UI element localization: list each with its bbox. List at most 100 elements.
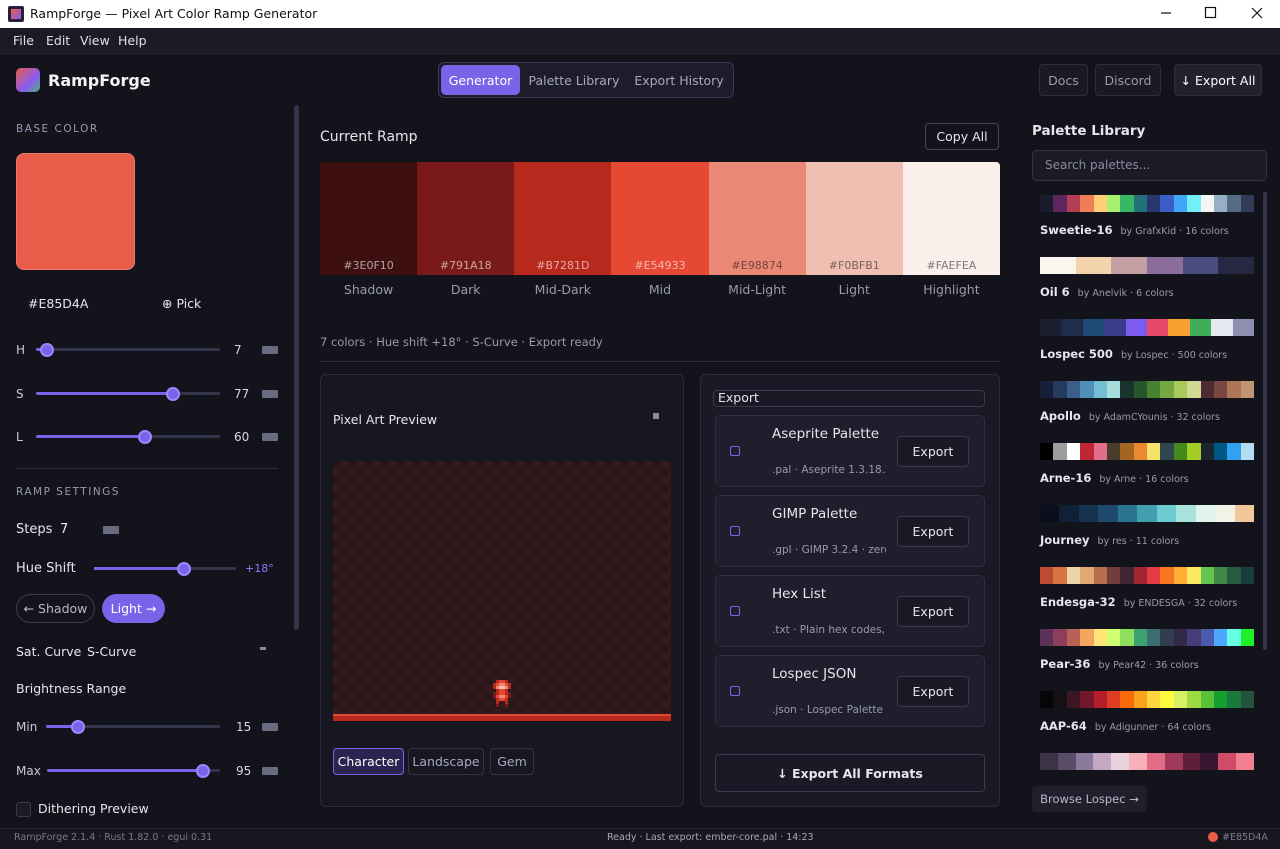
palette-strip[interactable] [1040, 195, 1254, 212]
sprite-pixel [496, 683, 499, 686]
menu-item[interactable]: View [80, 33, 110, 48]
palette-color [1200, 195, 1214, 212]
sprite-pixel [508, 686, 511, 689]
palette-strip[interactable] [1040, 753, 1254, 770]
hue-shift-label: Hue Shift [16, 561, 76, 576]
value-spinner[interactable] [262, 767, 278, 775]
browse-button[interactable]: Browse Lospec → [1032, 786, 1147, 812]
palette-color [1120, 381, 1134, 398]
palette-meta: by Arne · 16 colors [1099, 474, 1189, 485]
slider-track[interactable] [46, 725, 220, 728]
copy-button[interactable]: Copy All [925, 123, 999, 150]
checkbox[interactable] [16, 802, 31, 817]
ramp-swatch[interactable]: #F0BFB1 [805, 162, 904, 275]
slider-value: 95 [236, 764, 252, 778]
palette-color [1187, 195, 1201, 212]
slider-handle[interactable] [71, 720, 85, 734]
preview-mode[interactable]: Gem [490, 748, 534, 775]
ramp-swatch[interactable]: #3E0F10 [320, 162, 418, 275]
palette-strip[interactable] [1040, 257, 1255, 274]
sprite-pixel [496, 680, 499, 683]
brightness-label: Brightness Range [16, 681, 127, 696]
palette-color [1093, 753, 1112, 770]
export-button[interactable]: Export [897, 596, 969, 627]
app-logo [16, 68, 40, 92]
sprite-pixel [493, 692, 496, 695]
steps-label: Steps [16, 522, 53, 537]
palette-color [1133, 195, 1147, 212]
tab[interactable]: Palette Library [528, 72, 620, 88]
value-spinner[interactable] [262, 723, 278, 731]
palette-color [1040, 319, 1062, 336]
ramp-swatch[interactable]: #E98874 [708, 162, 807, 275]
slider-handle[interactable] [166, 387, 180, 401]
palette-strip[interactable] [1040, 319, 1255, 336]
palette-color [1173, 195, 1188, 212]
menu-item[interactable]: Help [118, 33, 147, 48]
ramp-swatch[interactable]: #FAEFEA [902, 162, 1000, 275]
slider-label: H [16, 343, 26, 357]
palette-color [1075, 753, 1094, 770]
tab[interactable]: Export History [634, 72, 724, 88]
status-bar [0, 828, 1280, 849]
swatch-hex: #F0BFB1 [828, 259, 880, 272]
slider-value: 77 [234, 387, 250, 401]
ramp-swatch[interactable]: #B7281D [514, 162, 612, 275]
status-message: Ready · Last export: ember-core.pal · 14… [607, 832, 814, 843]
export-button[interactable]: Export [897, 436, 969, 467]
swatch-name: Mid-Dark [534, 282, 592, 297]
menu-item[interactable]: Edit [46, 33, 71, 48]
value-spinner[interactable] [262, 346, 278, 354]
sat-curve-value[interactable]: S-Curve [87, 644, 137, 659]
pick-button[interactable]: ⊕ Pick [162, 296, 202, 311]
palette-strip[interactable] [1040, 381, 1254, 398]
value-spinner[interactable] [262, 433, 278, 441]
panel-title: Current Ramp [320, 129, 418, 145]
header-button[interactable]: Docs [1039, 64, 1088, 96]
header-button[interactable]: ↓ Export All [1174, 64, 1262, 96]
base-swatch[interactable] [16, 153, 135, 270]
preview-ground [333, 714, 671, 721]
format-name: GIMP Palette [772, 506, 858, 522]
palette-strip[interactable] [1040, 505, 1254, 522]
slider-handle[interactable] [138, 430, 152, 444]
palette-label: Pear-36 by Pear42 · 36 colors [1040, 657, 1255, 673]
steps-spinner[interactable] [103, 526, 119, 534]
palette-label: Sweetie-16 by GrafxKid · 16 colors [1040, 223, 1255, 239]
palette-strip[interactable] [1040, 567, 1254, 584]
search-input[interactable]: Search palettes... [1032, 150, 1267, 181]
slider-handle[interactable] [177, 562, 191, 576]
palette-strip[interactable] [1040, 443, 1254, 460]
menu-item[interactable]: File [13, 33, 34, 48]
export-button[interactable]: Export [897, 516, 969, 547]
palette-color [1120, 629, 1134, 646]
panel-title: Export [718, 390, 759, 405]
slider-handle[interactable] [196, 764, 210, 778]
panel-menu-icon[interactable] [653, 413, 659, 419]
preview-mode[interactable]: Character [333, 748, 404, 775]
export-all-button[interactable]: ↓ Export All Formats [715, 754, 985, 792]
slider-handle[interactable] [40, 343, 54, 357]
format-icon [730, 686, 740, 696]
tab[interactable]: Generator [441, 65, 520, 95]
preview-mode[interactable]: Landscape [408, 748, 484, 775]
sprite-pixel [505, 704, 508, 707]
format-icon [730, 606, 740, 616]
direction-button[interactable]: Light → [102, 594, 165, 623]
export-button[interactable]: Export [897, 676, 969, 707]
ramp-swatch[interactable]: #791A18 [417, 162, 515, 275]
palette-strip[interactable] [1040, 629, 1254, 646]
ramp-strip: #3E0F10 #791A18 #B7281D #E54933 #E98874 #F0BF… [320, 162, 1000, 275]
palette-strip[interactable] [1040, 691, 1254, 708]
swatch-name: Shadow [343, 282, 394, 297]
value-spinner[interactable] [262, 390, 278, 398]
window-controls[interactable] [1150, 0, 1280, 28]
header-button[interactable]: Discord [1095, 64, 1161, 96]
slider-track[interactable] [36, 348, 220, 351]
palette-color [1160, 381, 1174, 398]
dropdown-icon [260, 647, 266, 650]
direction-button[interactable]: ← Shadow [16, 594, 95, 623]
ramp-swatch[interactable]: #E54933 [611, 162, 710, 275]
palette-color [1240, 567, 1254, 584]
palette-color [1093, 629, 1107, 646]
